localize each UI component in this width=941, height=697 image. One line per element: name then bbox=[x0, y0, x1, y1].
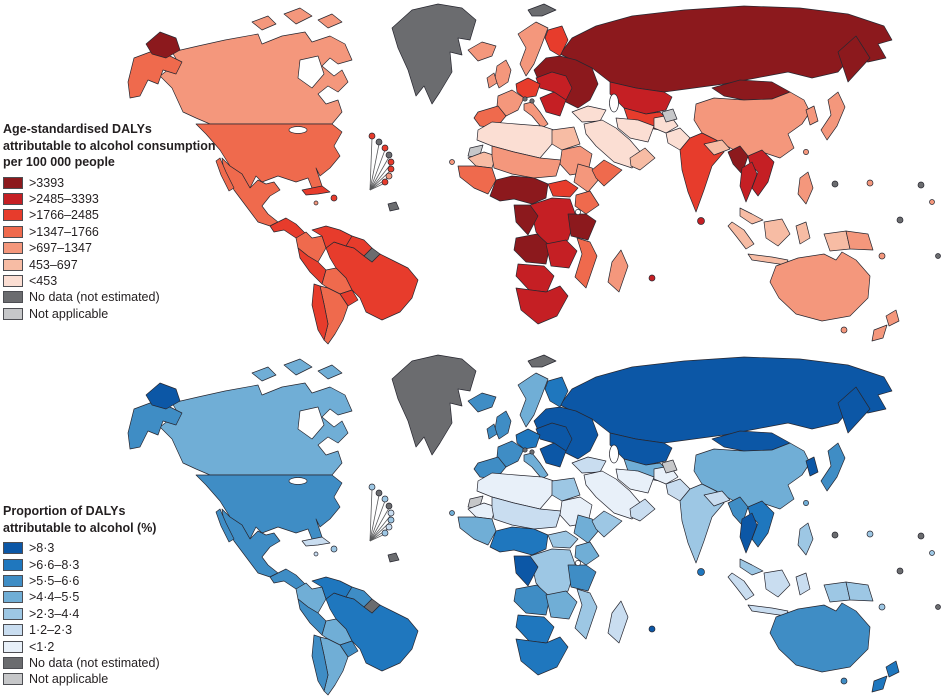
legend-label: Not applicable bbox=[29, 672, 109, 687]
legend-row: >1766–2485 bbox=[3, 207, 238, 223]
legend-proportion-items: >8·3 >6·6–8·3 >5·5–6·6 >4·4–5·5 >2·3–4·4… bbox=[3, 540, 238, 688]
legend-swatch bbox=[3, 607, 23, 620]
legend-row: No data (not estimated) bbox=[3, 655, 238, 671]
legend-row: >5·5–6·6 bbox=[3, 573, 238, 589]
legend-swatch bbox=[3, 242, 23, 255]
legend-label: 1·2–2·3 bbox=[29, 623, 73, 638]
legend-dalys-items: >3393 >2485–3393 >1766–2485 >1347–1766 >… bbox=[3, 175, 238, 323]
legend-row: Not applicable bbox=[3, 671, 238, 687]
legend-dalys-title-line2: attributable to alcohol consumption bbox=[3, 138, 216, 153]
legend-row: Not applicable bbox=[3, 306, 238, 322]
legend-swatch bbox=[3, 275, 23, 288]
legend-row: No data (not estimated) bbox=[3, 289, 238, 305]
legend-swatch bbox=[3, 258, 23, 271]
legend-row: >6·6–8·3 bbox=[3, 556, 238, 572]
legend-row: >3393 bbox=[3, 175, 238, 191]
legend-row: >8·3 bbox=[3, 540, 238, 556]
legend-swatch bbox=[3, 624, 23, 637]
legend-row: >1347–1766 bbox=[3, 224, 238, 240]
legend-row: <1·2 bbox=[3, 638, 238, 654]
legend-swatch bbox=[3, 307, 23, 320]
legend-label: Not applicable bbox=[29, 306, 109, 321]
legend-swatch bbox=[3, 176, 23, 189]
legend-swatch bbox=[3, 193, 23, 206]
legend-row: >2·3–4·4 bbox=[3, 606, 238, 622]
legend-row: <453 bbox=[3, 273, 238, 289]
legend-label: >5·5–6·6 bbox=[29, 573, 80, 588]
legend-swatch bbox=[3, 291, 23, 304]
legend-row: >697–1347 bbox=[3, 240, 238, 256]
legend-label: >697–1347 bbox=[29, 241, 92, 256]
legend-label: >2485–3393 bbox=[29, 192, 99, 207]
legend-swatch bbox=[3, 542, 23, 555]
legend-swatch bbox=[3, 673, 23, 686]
legend-dalys-title-line3: per 100 000 people bbox=[3, 155, 115, 169]
legend-swatch bbox=[3, 558, 23, 571]
legend-row: >2485–3393 bbox=[3, 191, 238, 207]
legend-row: >4·4–5·5 bbox=[3, 589, 238, 605]
legend-swatch bbox=[3, 225, 23, 238]
legend-dalys-title-line1: Age-standardised DALYs bbox=[3, 122, 152, 136]
legend-row: 1·2–2·3 bbox=[3, 622, 238, 638]
legend-label: >8·3 bbox=[29, 541, 55, 556]
legend-label: >6·6–8·3 bbox=[29, 557, 80, 572]
legend-label: <1·2 bbox=[29, 639, 55, 654]
legend-label: No data (not estimated) bbox=[29, 290, 160, 305]
legend-swatch bbox=[3, 574, 23, 587]
legend-label: >2·3–4·4 bbox=[29, 606, 80, 621]
legend-dalys-title: Age-standardised DALYs attributable to a… bbox=[3, 121, 238, 171]
legend-swatch bbox=[3, 591, 23, 604]
legend-label: >1347–1766 bbox=[29, 224, 99, 239]
legend-label: >1766–2485 bbox=[29, 208, 99, 223]
legend-label: 453–697 bbox=[29, 257, 78, 272]
legend-proportion-title-line2: attributable to alcohol (%) bbox=[3, 520, 157, 535]
legend-row: 453–697 bbox=[3, 256, 238, 272]
legend-dalys: Age-standardised DALYs attributable to a… bbox=[3, 121, 238, 322]
legend-label: No data (not estimated) bbox=[29, 655, 160, 670]
legend-proportion-title: Proportion of DALYs attributable to alco… bbox=[3, 503, 238, 536]
legend-swatch bbox=[3, 640, 23, 653]
legend-proportion: Proportion of DALYs attributable to alco… bbox=[3, 503, 238, 688]
legend-label: >4·4–5·5 bbox=[29, 590, 80, 605]
legend-swatch bbox=[3, 209, 23, 222]
legend-label: <453 bbox=[29, 274, 58, 289]
legend-swatch bbox=[3, 656, 23, 669]
legend-proportion-title-line1: Proportion of DALYs bbox=[3, 504, 126, 518]
legend-label: >3393 bbox=[29, 175, 65, 190]
